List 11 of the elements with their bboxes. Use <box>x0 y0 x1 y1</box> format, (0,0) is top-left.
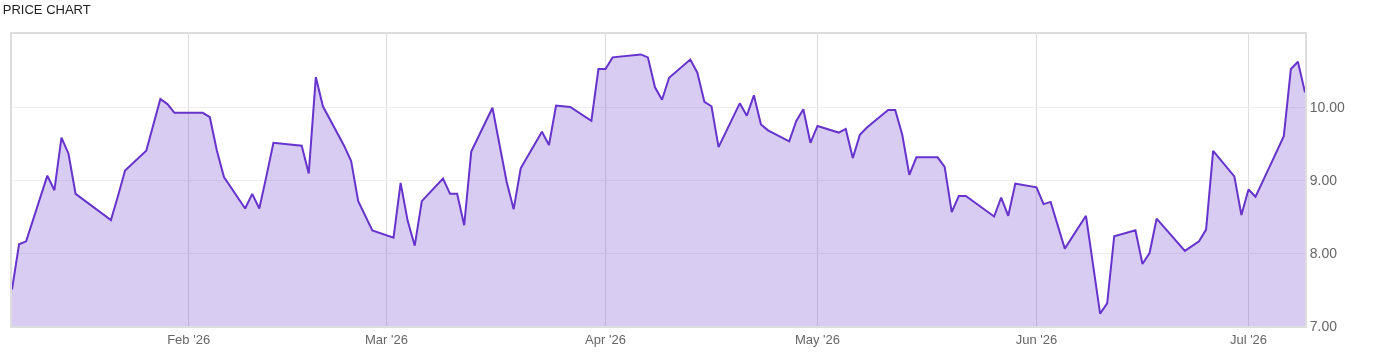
x-tick-label: Mar '26 <box>365 331 408 347</box>
x-tick-label: May '26 <box>794 331 841 347</box>
x-tick-label: Jun '26 <box>1015 331 1058 347</box>
y-tick-label: 10.00 <box>1309 98 1346 115</box>
chart-title: PRICE CHART <box>2 2 91 18</box>
y-tick-label: 8.00 <box>1309 244 1338 261</box>
y-tick-label: 7.00 <box>1309 317 1338 334</box>
x-tick-label: Feb '26 <box>167 331 211 347</box>
x-tick-label: Apr '26 <box>585 331 626 347</box>
x-tick-label: Jul '26 <box>1229 331 1268 347</box>
y-tick-label: 9.00 <box>1309 171 1338 188</box>
